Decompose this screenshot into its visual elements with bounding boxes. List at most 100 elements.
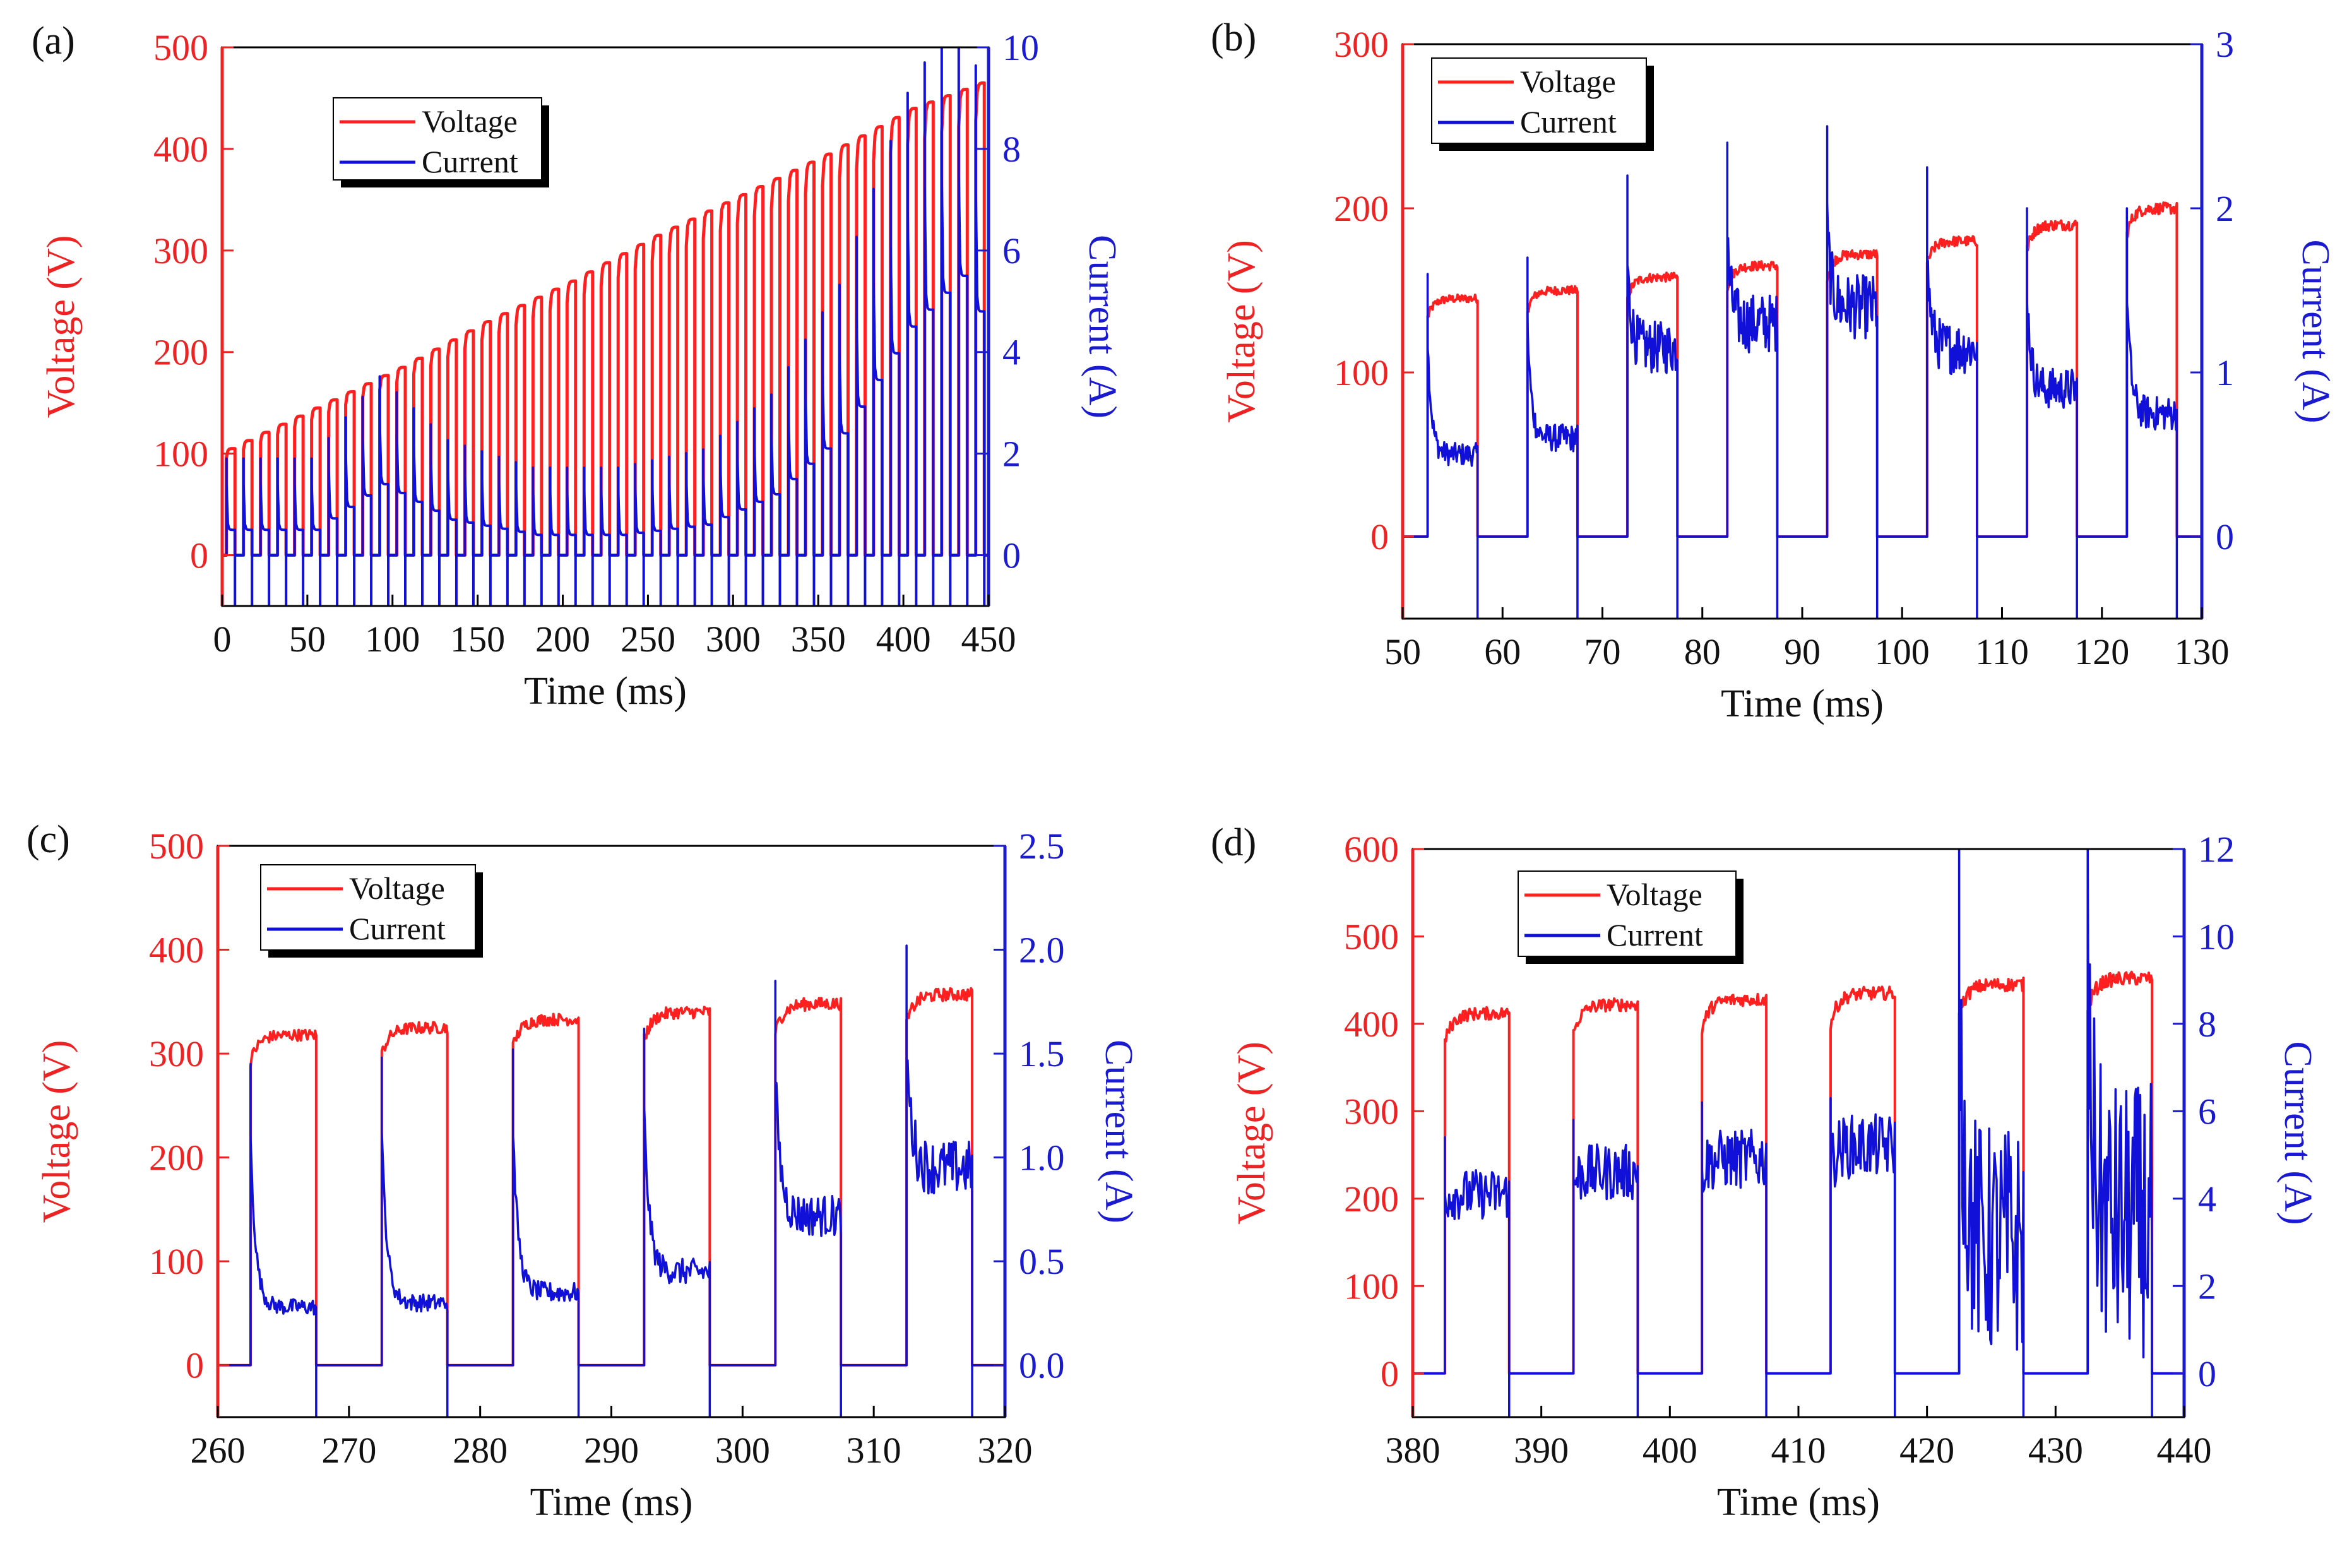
- y-left-tick-label: 0: [1370, 516, 1389, 557]
- y-right-tick-label: 2.5: [1019, 826, 1065, 867]
- legend-voltage-label: Voltage: [422, 104, 518, 139]
- x-tick-label: 90: [1784, 631, 1821, 672]
- y-left-axis-title: Voltage (V): [40, 235, 83, 419]
- x-tick-label: 280: [453, 1430, 508, 1471]
- voltage-series-line: [1413, 970, 2184, 1375]
- legend: Voltage Current: [333, 97, 549, 187]
- x-tick-label: 440: [2157, 1430, 2212, 1471]
- x-tick-label: 310: [847, 1430, 901, 1471]
- panel-b: 50 60 70 80 90 100 110 120 130 0 100 200 300 0 1 2 3 Time…: [1211, 16, 2335, 725]
- x-tick-label: 350: [791, 619, 846, 660]
- y-left-tick-label: 300: [153, 230, 208, 271]
- x-tick-label: 110: [1975, 631, 2029, 672]
- y-right-tick-label: 8: [2198, 1004, 2216, 1045]
- y-right-tick-label: 2.0: [1019, 930, 1065, 971]
- panel-label: (a): [32, 20, 75, 62]
- y-right-axis-title: Current (A): [2276, 1042, 2319, 1225]
- y-left-tick-label: 300: [1334, 24, 1389, 65]
- y-left-tick-label: 500: [1344, 916, 1399, 957]
- y-right-tick-label: 6: [1002, 230, 1021, 271]
- legend-voltage-label: Voltage: [1520, 64, 1616, 99]
- legend-box: [1518, 870, 1737, 957]
- x-tick-label: 70: [1584, 631, 1621, 672]
- legend-current-label: Current: [1607, 917, 1703, 953]
- x-tick-label: 400: [876, 619, 931, 660]
- x-tick-label: 290: [584, 1430, 639, 1471]
- y-right-tick-label: 1.5: [1019, 1033, 1065, 1074]
- y-left-tick-label: 0: [186, 1345, 204, 1386]
- y-right-tick-label: 0: [2198, 1353, 2216, 1394]
- y-left-tick-label: 400: [1344, 1004, 1399, 1045]
- y-left-tick-label: 400: [153, 129, 208, 170]
- y-left-tick-label: 200: [149, 1137, 204, 1179]
- y-left-tick-label: 400: [149, 930, 204, 971]
- y-right-tick-label: 12: [2198, 829, 2235, 870]
- x-tick-label: 260: [191, 1430, 246, 1471]
- panel-d: 380 390 400 410 420 430 4400100200300400500600…: [1211, 821, 2319, 1524]
- y-right-tick-label: 6: [2198, 1091, 2216, 1132]
- x-tick-label: 390: [1514, 1430, 1569, 1471]
- y-left-tick-label: 100: [149, 1241, 204, 1282]
- y-left-axis-title: Voltage (V): [35, 1040, 78, 1223]
- x-tick-label: 320: [978, 1430, 1033, 1471]
- legend-box: [333, 97, 542, 181]
- x-tick-label: 400: [1643, 1430, 1697, 1471]
- x-tick-label: 450: [961, 619, 1016, 660]
- y-left-axis-title: Voltage (V): [1230, 1042, 1273, 1225]
- x-tick-label: 100: [1875, 631, 1930, 672]
- y-left-tick-label: 100: [153, 434, 208, 475]
- legend-voltage-label: Voltage: [1607, 877, 1702, 912]
- y-right-axis-title: Current (A): [1097, 1040, 1140, 1223]
- x-axis-title: Time (ms): [1721, 682, 1884, 725]
- legend-voltage-label: Voltage: [349, 870, 445, 906]
- y-right-tick-label: 4: [2198, 1179, 2216, 1220]
- x-tick-label: 50: [289, 619, 326, 660]
- y-right-tick-label: 0.5: [1019, 1241, 1065, 1282]
- x-tick-label: 300: [706, 619, 761, 660]
- x-axis-title: Time (ms): [524, 670, 687, 713]
- x-tick-label: 120: [2074, 631, 2129, 672]
- y-right-axis-title: Current (A): [2294, 240, 2335, 424]
- y-right-tick-label: 10: [1002, 27, 1039, 68]
- y-left-tick-label: 100: [1334, 352, 1389, 393]
- legend-box: [1431, 57, 1647, 144]
- current-series-line: [222, 47, 989, 606]
- x-tick-label: 60: [1484, 631, 1521, 672]
- x-tick-label: 50: [1384, 631, 1421, 672]
- x-tick-label: 0: [213, 619, 232, 660]
- voltage-series-line: [218, 987, 1005, 1367]
- y-left-tick-label: 0: [190, 535, 208, 576]
- x-tick-label: 410: [1771, 1430, 1826, 1471]
- x-tick-label: 150: [450, 619, 505, 660]
- y-right-axis-title: Current (A): [1081, 235, 1124, 419]
- x-tick-label: 80: [1684, 631, 1721, 672]
- voltage-series-line: [1403, 201, 2202, 538]
- y-left-tick-label: 300: [149, 1033, 204, 1074]
- x-axis-title: Time (ms): [530, 1481, 693, 1524]
- x-tick-label: 200: [535, 619, 590, 660]
- y-right-tick-label: 0: [2216, 516, 2234, 557]
- y-left-tick-label: 500: [149, 826, 204, 867]
- y-right-tick-label: 2: [1002, 434, 1021, 475]
- legend-box: [260, 864, 476, 951]
- y-right-tick-label: 3: [2216, 24, 2234, 65]
- y-right-tick-label: 2: [2216, 188, 2234, 229]
- legend-current-label: Current: [1520, 104, 1617, 140]
- y-left-tick-label: 100: [1344, 1266, 1399, 1307]
- x-tick-label: 130: [2175, 631, 2230, 672]
- legend: Voltage Current: [1518, 870, 1744, 964]
- x-tick-label: 270: [321, 1430, 376, 1471]
- x-tick-label: 100: [365, 619, 420, 660]
- voltage-series-line: [222, 81, 989, 557]
- y-left-tick-label: 200: [153, 332, 208, 373]
- legend: Voltage Current: [1431, 57, 1654, 151]
- panel-c: 260 270 280 290 300 310 320 0 100 200 300 400 500 0.0…: [27, 818, 1140, 1524]
- panel-label: (d): [1211, 821, 1256, 864]
- y-left-tick-label: 300: [1344, 1091, 1399, 1132]
- x-tick-label: 430: [2028, 1430, 2083, 1471]
- x-tick-label: 250: [621, 619, 675, 660]
- y-right-tick-label: 1: [2216, 352, 2234, 393]
- current-series-line: [1403, 125, 2202, 619]
- x-tick-label: 380: [1386, 1430, 1441, 1471]
